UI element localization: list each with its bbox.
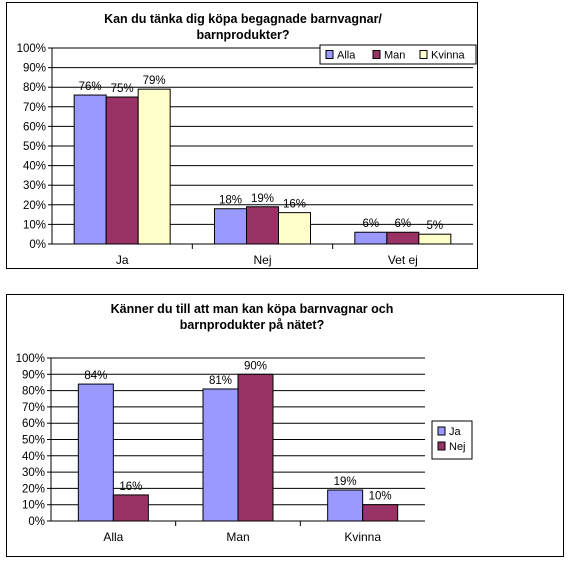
legend [319, 44, 477, 65]
y-tick-label: 40% [22, 451, 45, 463]
y-tick-label: 100% [17, 43, 46, 55]
bar [137, 88, 171, 245]
bar [73, 94, 107, 245]
y-tick-label: 60% [22, 418, 45, 430]
y-tick-label: 60% [23, 121, 46, 133]
x-tick-label: Ja [116, 253, 129, 267]
legend-swatch [372, 50, 381, 59]
x-tick-label: Nej [253, 253, 271, 267]
data-label: 5% [427, 220, 444, 232]
data-label: 18% [219, 195, 242, 207]
data-label: 16% [119, 481, 142, 493]
y-tick-label: 30% [22, 467, 45, 479]
bar [278, 212, 311, 245]
bar [327, 489, 364, 522]
bar [214, 208, 247, 245]
data-label: 19% [334, 476, 357, 488]
chart-kanner-till-natet: Känner du till att man kan köpa barnvagn… [6, 294, 564, 557]
y-tick-label: 50% [22, 435, 45, 447]
data-label: 90% [244, 360, 267, 372]
chart-title-line-1: Kan du tänka dig köpa begagnade barnvagn… [104, 12, 382, 26]
x-tick-label: Man [226, 530, 249, 544]
bar [354, 231, 388, 245]
y-tick-label: 40% [23, 161, 46, 173]
y-tick-label: 90% [22, 369, 45, 381]
y-tick-label: 10% [22, 500, 45, 512]
data-label: 6% [363, 218, 380, 230]
y-tick-label: 70% [23, 102, 46, 114]
legend-label: Man [384, 50, 405, 62]
data-label: 6% [395, 218, 412, 230]
y-tick-label: 100% [16, 353, 45, 365]
data-label: 81% [209, 375, 232, 387]
legend-swatch [325, 50, 334, 59]
legend-label: Alla [337, 50, 356, 62]
y-tick-label: 80% [23, 82, 46, 94]
bar [386, 231, 420, 245]
chart-title-line-2: barnprodukter på nätet? [179, 318, 325, 332]
chart-title: Kan du tänka dig köpa begagnade barnvagn… [7, 11, 479, 43]
data-label: 10% [369, 491, 392, 503]
chart-plot: 0% 10% 20% 30% 40% 50% 60% 70% 80% 90% 100% 76% 75% 7… [17, 43, 477, 267]
legend-label: Nej [449, 441, 466, 453]
x-tick-label: Kvinna [344, 530, 381, 544]
chart-title-line-1: Känner du till att man kan köpa barnvagn… [110, 302, 394, 316]
chart-title-line-2: barnprodukter? [196, 28, 290, 42]
data-label: 84% [84, 370, 107, 382]
x-tick-label: Vet ej [388, 253, 418, 267]
legend-swatch [437, 426, 446, 436]
y-tick-label: 90% [23, 63, 46, 75]
legend-swatch [437, 441, 446, 451]
y-tick-label: 10% [23, 219, 46, 231]
chart-kopa-begagnade: Kan du tänka dig köpa begagnade barnvagn… [6, 2, 478, 269]
chart-title: Känner du till att man kan köpa barnvagn… [7, 301, 497, 333]
y-tick-label: 50% [23, 141, 46, 153]
legend-swatch [419, 50, 428, 59]
data-label: 76% [79, 81, 102, 93]
bar [246, 206, 279, 245]
chart-plot: 0% 10% 20% 30% 40% 50% 60% 70% 80% 90% 100% 84% 16% A… [16, 353, 473, 544]
y-tick-label: 70% [22, 402, 45, 414]
data-label: 79% [143, 75, 166, 87]
x-tick-label: Alla [103, 530, 123, 544]
bar [362, 504, 399, 522]
y-tick-label: 0% [29, 239, 46, 251]
y-tick-label: 20% [22, 483, 45, 495]
bar [418, 233, 452, 245]
bar [112, 494, 149, 522]
legend-label: Ja [449, 426, 462, 438]
y-tick-label: 30% [23, 180, 46, 192]
y-tick-label: 20% [23, 200, 46, 212]
legend-label: Kvinna [431, 50, 466, 62]
bar [77, 383, 114, 522]
y-tick-label: 0% [28, 516, 45, 528]
data-label: 19% [251, 193, 274, 205]
bar [202, 388, 239, 522]
bar [105, 96, 139, 245]
data-label: 75% [111, 83, 134, 95]
data-label: 16% [283, 199, 306, 211]
y-tick-label: 80% [22, 386, 45, 398]
bar [237, 373, 274, 522]
